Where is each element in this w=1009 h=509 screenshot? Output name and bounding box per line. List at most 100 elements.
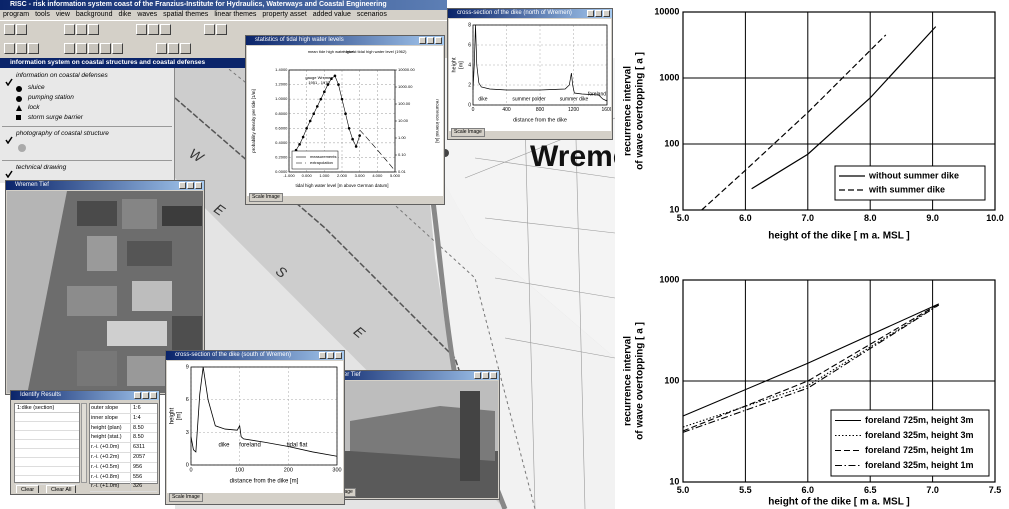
tool-button[interactable] <box>76 24 87 35</box>
attribute-value: 2057 <box>133 453 146 460</box>
scale-image-button[interactable]: Scale Image <box>249 193 283 202</box>
menu-item[interactable]: waves <box>137 11 158 18</box>
window-wremer-tief: Wremer TiefScale Image <box>318 370 500 500</box>
window-button[interactable] <box>603 10 610 17</box>
tool-button[interactable] <box>16 24 27 35</box>
window-body: 0 2 4 6 8 0 400 800 1200 1600 distance from the di… <box>449 19 611 138</box>
tool-button[interactable] <box>216 24 227 35</box>
window-button[interactable] <box>335 352 342 359</box>
window-button[interactable] <box>179 182 186 189</box>
data-point <box>330 77 333 81</box>
window-button[interactable] <box>419 37 426 44</box>
panel-item[interactable]: lock <box>28 104 40 111</box>
window-button[interactable] <box>187 182 194 189</box>
data-point <box>347 126 351 130</box>
y-tick-label: 6 <box>468 42 471 48</box>
feature-item[interactable]: 1:dike (section) <box>15 404 79 413</box>
y-tick-label: 8 <box>468 22 471 28</box>
menu-item[interactable]: scenarios <box>356 11 387 18</box>
window-button[interactable] <box>595 10 602 17</box>
panel-item[interactable]: pumping station <box>28 94 74 101</box>
attribute-row: r.-i. (+1.0m) 326 <box>90 482 157 493</box>
attribute-row: height (stat.) 8.50 <box>90 433 157 444</box>
tool-button[interactable] <box>112 43 123 54</box>
x-tick-label: 5.000 <box>390 173 401 178</box>
window-button[interactable] <box>435 37 442 44</box>
tool-button[interactable] <box>156 43 167 54</box>
window-button[interactable] <box>195 182 202 189</box>
panel-item[interactable]: information on coastal defenses <box>16 72 108 79</box>
tool-button[interactable] <box>88 43 99 54</box>
menu-item[interactable]: dike <box>118 11 132 18</box>
window-button[interactable] <box>319 352 326 359</box>
window-button[interactable] <box>134 392 141 399</box>
panel-item[interactable]: technical drawing <box>16 164 67 171</box>
y2-tick-label: 100.00 <box>398 101 411 106</box>
x-tick-label: 2.000 <box>337 173 348 178</box>
list-row <box>15 422 79 431</box>
window-title: Identify Results <box>20 392 62 398</box>
tool-button[interactable] <box>76 43 87 54</box>
window-button[interactable] <box>482 372 489 379</box>
x-tick-label: 4.000 <box>372 173 383 178</box>
menu-item[interactable]: property asset <box>262 11 307 18</box>
window-button[interactable] <box>327 352 334 359</box>
window-button[interactable] <box>142 392 149 399</box>
tool-button[interactable] <box>4 24 15 35</box>
plot-area <box>190 366 338 466</box>
menu-item[interactable]: linear themes <box>214 11 257 18</box>
window-button[interactable] <box>474 372 481 379</box>
aerial-field <box>77 201 117 226</box>
window-button[interactable] <box>490 372 497 379</box>
tool-button[interactable] <box>136 24 147 35</box>
scale-image-button[interactable]: Scale Image <box>169 493 203 502</box>
attribute-value: 8.50 <box>133 424 144 431</box>
tool-button[interactable] <box>64 43 75 54</box>
panel-item[interactable]: photography of coastal structure <box>16 130 109 137</box>
attribute-name: outer slope <box>90 404 131 413</box>
button[interactable]: Clear All <box>46 485 77 493</box>
data-point <box>358 134 361 137</box>
menu-bar: program tools view background dike waves spati… <box>0 10 447 20</box>
panel-icon <box>5 165 13 179</box>
y-tick-label: 4 <box>468 62 471 68</box>
plot-frame <box>190 366 338 466</box>
tool-button[interactable] <box>88 24 99 35</box>
tool-button[interactable] <box>168 43 179 54</box>
window-body: 0 3 6 9 0 100 200 300 distance from the dike [m]… <box>167 361 343 503</box>
plot-frame <box>472 24 608 106</box>
tool-button[interactable] <box>64 24 75 35</box>
menu-item[interactable]: tools <box>35 11 50 18</box>
tool-button[interactable] <box>148 24 159 35</box>
panel-item[interactable]: storm surge barrier <box>28 114 83 121</box>
window-button[interactable] <box>427 37 434 44</box>
menu-item[interactable]: view <box>55 11 70 18</box>
x-tick-label: 0 <box>472 107 475 113</box>
menu-item[interactable]: spatial themes <box>163 11 209 18</box>
photo-structure <box>350 406 495 461</box>
window-button[interactable] <box>150 392 157 399</box>
check-icon <box>5 136 13 145</box>
menu-item[interactable]: background <box>75 11 113 18</box>
tool-button[interactable] <box>4 43 15 54</box>
menu-item[interactable]: program <box>3 11 30 18</box>
legend-label: foreland 325m, height 1m <box>865 460 974 470</box>
y-tick-label: 1.0000 <box>275 96 288 101</box>
window-cross-section-south: cross-section of the dike (south of Wrem… <box>165 350 345 505</box>
tool-button[interactable] <box>204 24 215 35</box>
x-tick-label: 7.0 <box>926 485 939 495</box>
tool-button[interactable] <box>180 43 191 54</box>
window-button[interactable] <box>587 10 594 17</box>
menu-item[interactable]: added value <box>312 11 351 18</box>
scale-image-button[interactable]: Scale Image <box>451 128 485 137</box>
y-tick-label: 3 <box>186 430 189 436</box>
tool-button[interactable] <box>160 24 171 35</box>
aerial-field <box>132 281 172 311</box>
tool-button[interactable] <box>100 43 111 54</box>
button[interactable]: Clear <box>16 485 40 493</box>
y-tick-label: 100 <box>664 138 679 148</box>
tool-button[interactable] <box>16 43 27 54</box>
tool-button[interactable] <box>28 43 39 54</box>
panel-icon <box>5 73 13 87</box>
panel-item[interactable]: sluice <box>28 84 45 91</box>
